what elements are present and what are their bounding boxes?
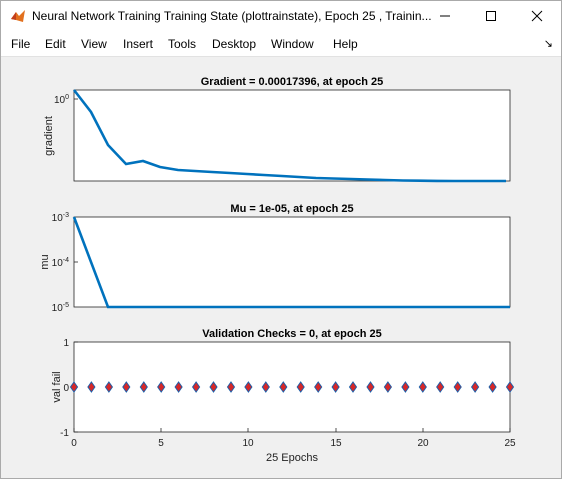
val-fail-point <box>279 381 288 393</box>
training-state-plots: Gradient = 0.00017396, at epoch 25 100 g… <box>39 76 516 464</box>
val-fail-point <box>383 381 393 393</box>
val-fail-point <box>261 381 270 393</box>
val-fail-point <box>453 381 462 393</box>
x-tick-label: 20 <box>417 438 429 449</box>
val-fail-ytick-label: 1 <box>63 338 69 349</box>
x-tick-label: 10 <box>242 438 254 449</box>
close-button[interactable] <box>514 1 560 32</box>
val-fail-point <box>366 381 375 393</box>
mu-ylabel: mu <box>39 254 51 269</box>
menu-tools[interactable]: Tools <box>168 37 197 51</box>
val-fail-point <box>69 381 79 393</box>
val-fail-point <box>122 381 131 393</box>
title-bar: Neural Network Training Training State (… <box>1 1 561 32</box>
val-fail-axes-box <box>73 341 511 433</box>
maximize-button[interactable] <box>468 1 514 32</box>
mu-ytick-exp: -3 <box>63 212 69 219</box>
val-fail-point <box>157 381 166 393</box>
val-fail-point <box>314 381 323 393</box>
matlab-logo-icon <box>11 10 25 22</box>
mu-ytick-exp: -4 <box>63 257 69 264</box>
menu-bar: File Edit View Insert Tools Desktop Wind… <box>1 32 561 57</box>
val-fail-point <box>104 381 114 393</box>
menu-desktop[interactable]: Desktop <box>212 37 257 51</box>
mu-ytick-label: 10-5 <box>52 302 69 314</box>
dock-figure-icon[interactable]: ↘ <box>543 38 553 50</box>
val-fail-point <box>436 381 445 393</box>
val-fail-point <box>401 381 410 393</box>
x-tick-label: 0 <box>71 438 77 449</box>
minimize-button[interactable] <box>422 1 468 32</box>
gradient-title: Gradient = 0.00017396, at epoch 25 <box>201 76 384 88</box>
menu-view[interactable]: View <box>81 37 107 51</box>
val-fail-point <box>418 381 427 393</box>
x-axis-label: 25 Epochs <box>266 452 318 464</box>
val-fail-markers <box>69 381 515 393</box>
plot-area: Gradient = 0.00017396, at epoch 25 100 g… <box>1 57 561 478</box>
val-fail-axes: Validation Checks = 0, at epoch 25 1 0 -… <box>51 328 516 464</box>
gradient-series-line <box>72 89 506 183</box>
val-fail-ylabel: val fail <box>51 371 63 402</box>
menu-edit[interactable]: Edit <box>45 37 66 51</box>
val-fail-point <box>505 381 515 393</box>
mu-series-line <box>72 216 510 309</box>
menu-file[interactable]: File <box>11 37 31 51</box>
val-fail-point <box>174 381 183 393</box>
val-fail-point <box>139 381 148 393</box>
menu-help[interactable]: Help <box>333 37 358 51</box>
val-fail-point <box>296 381 305 393</box>
x-tick-label: 15 <box>330 438 342 449</box>
menu-insert[interactable]: Insert <box>123 37 154 51</box>
val-fail-point <box>226 381 236 393</box>
val-fail-point <box>209 381 218 393</box>
x-tick-label: 25 <box>504 438 516 449</box>
mu-ytick-exp: -5 <box>63 302 69 309</box>
x-tick-label: 5 <box>158 438 164 449</box>
val-fail-point <box>470 381 480 393</box>
val-fail-point <box>331 381 340 393</box>
window-title: Neural Network Training Training State (… <box>32 9 432 23</box>
maximize-icon <box>486 11 496 21</box>
mu-ytick-label: 10-4 <box>52 257 69 269</box>
val-fail-point <box>348 381 358 393</box>
val-fail-ytick-label: -1 <box>60 428 69 439</box>
val-fail-point <box>488 381 497 393</box>
gradient-ytick-exp: 0 <box>65 94 69 101</box>
x-axis-ticks: 0 5 10 15 20 25 <box>71 428 516 449</box>
gradient-axes: Gradient = 0.00017396, at epoch 25 100 g… <box>43 76 511 183</box>
val-fail-ytick-label: 0 <box>63 383 69 394</box>
menu-window[interactable]: Window <box>271 37 314 51</box>
mu-axes: Mu = 1e-05, at epoch 25 10-3 10-4 10-5 m… <box>39 203 511 314</box>
val-fail-point <box>191 381 201 393</box>
gradient-axes-box <box>73 89 511 182</box>
close-icon <box>531 10 543 22</box>
val-fail-point <box>244 381 253 393</box>
val-fail-title: Validation Checks = 0, at epoch 25 <box>202 328 381 340</box>
mu-title: Mu = 1e-05, at epoch 25 <box>230 203 353 215</box>
gradient-ylabel: gradient <box>43 116 55 156</box>
minimize-icon <box>440 15 450 17</box>
val-fail-point <box>87 381 96 393</box>
mu-ytick-label: 10-3 <box>52 212 69 224</box>
gradient-ytick-label: 100 <box>54 94 69 106</box>
mu-axes-box <box>73 216 511 308</box>
